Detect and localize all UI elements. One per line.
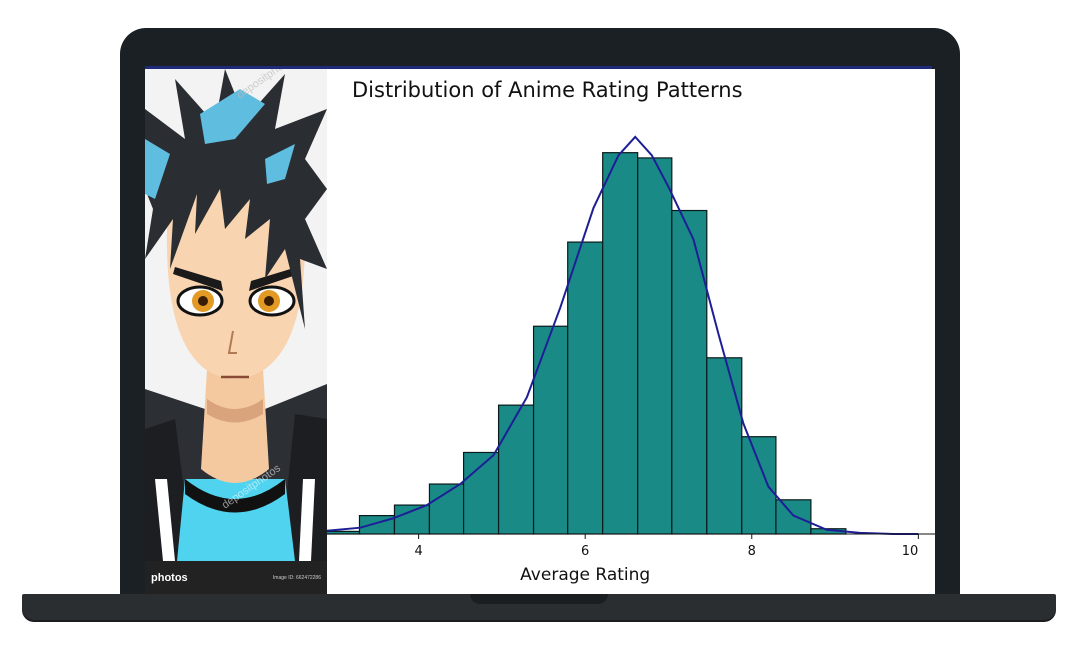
- histogram-bar: [497, 404, 535, 535]
- histogram-bar: [393, 504, 431, 535]
- histogram-bar: [567, 241, 604, 535]
- rating-histogram-chart: Distribution of Anime Rating Patterns 4 6…: [327, 78, 935, 585]
- histogram-bar: [532, 325, 569, 535]
- ad-footer: photos Image ID: 662472286: [145, 561, 327, 594]
- chart-title: Distribution of Anime Rating Patterns: [352, 78, 743, 102]
- histogram-bar: [637, 157, 673, 535]
- anime-character-illustration: depositphotos depositphotos: [145, 69, 327, 561]
- laptop-screen: depositphotos depositphotos photos Image…: [145, 69, 935, 594]
- histogram-bar: [358, 514, 396, 535]
- x-tick-label: 4: [414, 544, 422, 559]
- ad-panel[interactable]: depositphotos depositphotos photos Image…: [145, 69, 327, 594]
- histogram-bar: [671, 209, 708, 535]
- histogram-bar: [602, 152, 639, 535]
- x-tick-label: 8: [748, 544, 756, 559]
- x-tick-label: 6: [581, 544, 589, 559]
- histogram-bar: [775, 499, 812, 535]
- x-axis-ticks: 4 6 8 10: [414, 534, 919, 559]
- ad-brand-label: photos: [151, 571, 188, 584]
- x-tick-label: 10: [902, 544, 919, 559]
- screen-top-edge: [145, 66, 932, 69]
- bar-group: [327, 152, 847, 535]
- histogram-bar: [706, 357, 743, 535]
- laptop-hinge-notch: [470, 594, 608, 604]
- kde-curve: [327, 135, 919, 535]
- histogram-bar: [741, 436, 777, 535]
- ad-image-id: Image ID: 662472286: [272, 574, 321, 581]
- x-axis-label: Average Rating: [520, 565, 650, 585]
